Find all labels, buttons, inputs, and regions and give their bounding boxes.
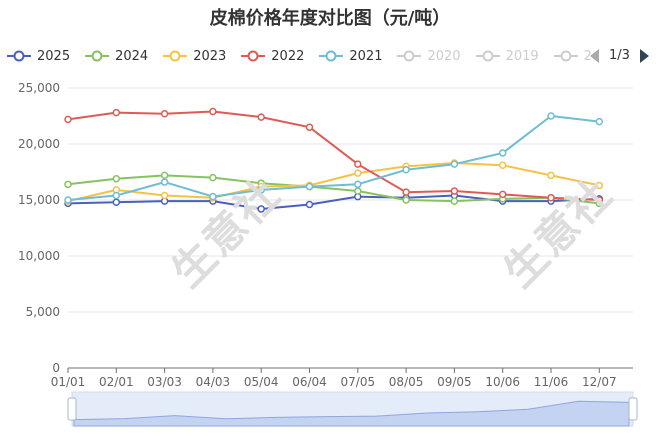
legend-item-2019[interactable]: 2019 (475, 49, 539, 64)
y-tick-label: 10,000 (18, 249, 60, 263)
data-point-2022 (450, 187, 459, 195)
legend-item-2022[interactable]: 2022 (240, 49, 304, 64)
x-tick-label: 06/04 (292, 375, 327, 389)
data-point-2023 (595, 181, 604, 190)
data-point-2021 (305, 182, 314, 191)
y-tick-label: 25,000 (18, 81, 60, 95)
legend-item-2023[interactable]: 2023 (162, 49, 226, 64)
x-tick-label: 03/03 (147, 375, 182, 389)
legend-label: 2021 (349, 48, 383, 64)
data-point-2022 (209, 107, 217, 116)
legend-pager: 1/3 (590, 48, 649, 63)
y-tick-label: 15,000 (18, 193, 60, 207)
legend-prev-arrow-icon[interactable] (590, 48, 599, 63)
data-point-2024 (64, 180, 72, 189)
data-point-2025 (305, 200, 314, 209)
data-point-2022 (64, 115, 72, 124)
data-point-2022 (595, 196, 604, 204)
data-point-2021 (450, 160, 459, 168)
data-point-2022 (257, 113, 265, 121)
legend-item-2025[interactable]: 2025 (6, 49, 70, 64)
data-point-2023 (354, 169, 362, 177)
data-point-2021 (498, 149, 507, 157)
data-point-2023 (498, 161, 507, 170)
legend-item-2020[interactable]: 2020 (396, 48, 461, 64)
data-point-2022 (547, 194, 555, 202)
data-point-2024 (209, 173, 217, 182)
legend-item-2021[interactable]: 2021 (318, 49, 382, 64)
legend-line-icon (85, 50, 110, 62)
legend-line-icon (7, 50, 31, 62)
data-point-2025 (257, 205, 265, 213)
data-point-2021 (64, 196, 72, 204)
data-point-2024 (112, 174, 121, 183)
y-tick-label: 5,000 (26, 305, 60, 319)
legend-label: 2019 (505, 48, 539, 64)
data-point-2023 (160, 191, 169, 200)
legend-page-indicator: 1/3 (609, 48, 630, 63)
x-tick-label: 10/06 (485, 375, 520, 389)
y-tick-label: 0 (52, 361, 60, 375)
series-line-2023 (67, 162, 600, 203)
x-tick-label: 01/01 (51, 375, 86, 389)
data-point-2022 (112, 108, 121, 117)
y-tick-label: 20,000 (18, 137, 60, 151)
x-tick-label: 04/03 (196, 375, 231, 389)
data-point-2024 (402, 196, 410, 204)
data-point-2022 (305, 123, 314, 131)
x-tick-label: 07/05 (341, 375, 376, 389)
data-point-2022 (498, 190, 507, 199)
legend-label: 2022 (271, 48, 305, 64)
series-line-2025 (67, 194, 600, 210)
x-tick-label: 11/06 (534, 375, 569, 389)
data-point-2022 (402, 188, 410, 196)
data-point-2021 (354, 180, 362, 189)
legend: 2025 2024 2023 2022 2021 2020 2019 2 (6, 46, 606, 66)
legend-label: 2025 (37, 48, 71, 64)
data-point-2021 (257, 186, 265, 194)
x-tick-label: 05/04 (244, 375, 279, 389)
data-point-2021 (209, 192, 217, 201)
series-line-2024 (67, 174, 600, 205)
x-tick-label: 12/07 (582, 375, 617, 389)
legend-label: 2 (583, 48, 592, 64)
data-point-2025 (112, 198, 121, 206)
legend-label: 2020 (427, 48, 461, 64)
series-line-2022 (67, 110, 600, 201)
legend-item-2024[interactable]: 2024 (84, 49, 148, 64)
zoom-handle-left[interactable] (67, 397, 77, 421)
data-point-2024 (160, 171, 169, 180)
data-point-2022 (160, 110, 169, 118)
legend-next-arrow-icon[interactable] (639, 48, 649, 63)
data-point-2021 (595, 117, 604, 126)
legend-line-icon (163, 50, 188, 62)
legend-line-icon (553, 50, 578, 62)
data-point-2024 (450, 197, 459, 205)
x-tick-label: 02/01 (99, 375, 134, 389)
legend-item-2[interactable]: 2 (553, 49, 592, 64)
chart-title: 皮棉价格年度对比图（元/吨） (209, 8, 451, 29)
legend-label: 2023 (193, 48, 227, 64)
data-point-2022 (354, 160, 362, 168)
data-point-2023 (547, 171, 555, 180)
legend-line-icon (475, 50, 500, 62)
series-line-2021 (67, 115, 600, 201)
data-point-2021 (402, 166, 410, 174)
x-tick-label: 09/05 (437, 375, 472, 389)
data-point-2021 (160, 178, 169, 186)
legend-line-icon (241, 50, 266, 62)
data-point-2024 (354, 187, 362, 195)
x-tick-label: 08/05 (389, 375, 424, 389)
zoom-handle-right[interactable] (628, 397, 638, 421)
data-point-2021 (112, 191, 121, 200)
legend-label: 2024 (115, 48, 149, 64)
legend-line-icon (397, 50, 422, 62)
legend-line-icon (319, 50, 344, 62)
data-point-2021 (547, 112, 555, 120)
